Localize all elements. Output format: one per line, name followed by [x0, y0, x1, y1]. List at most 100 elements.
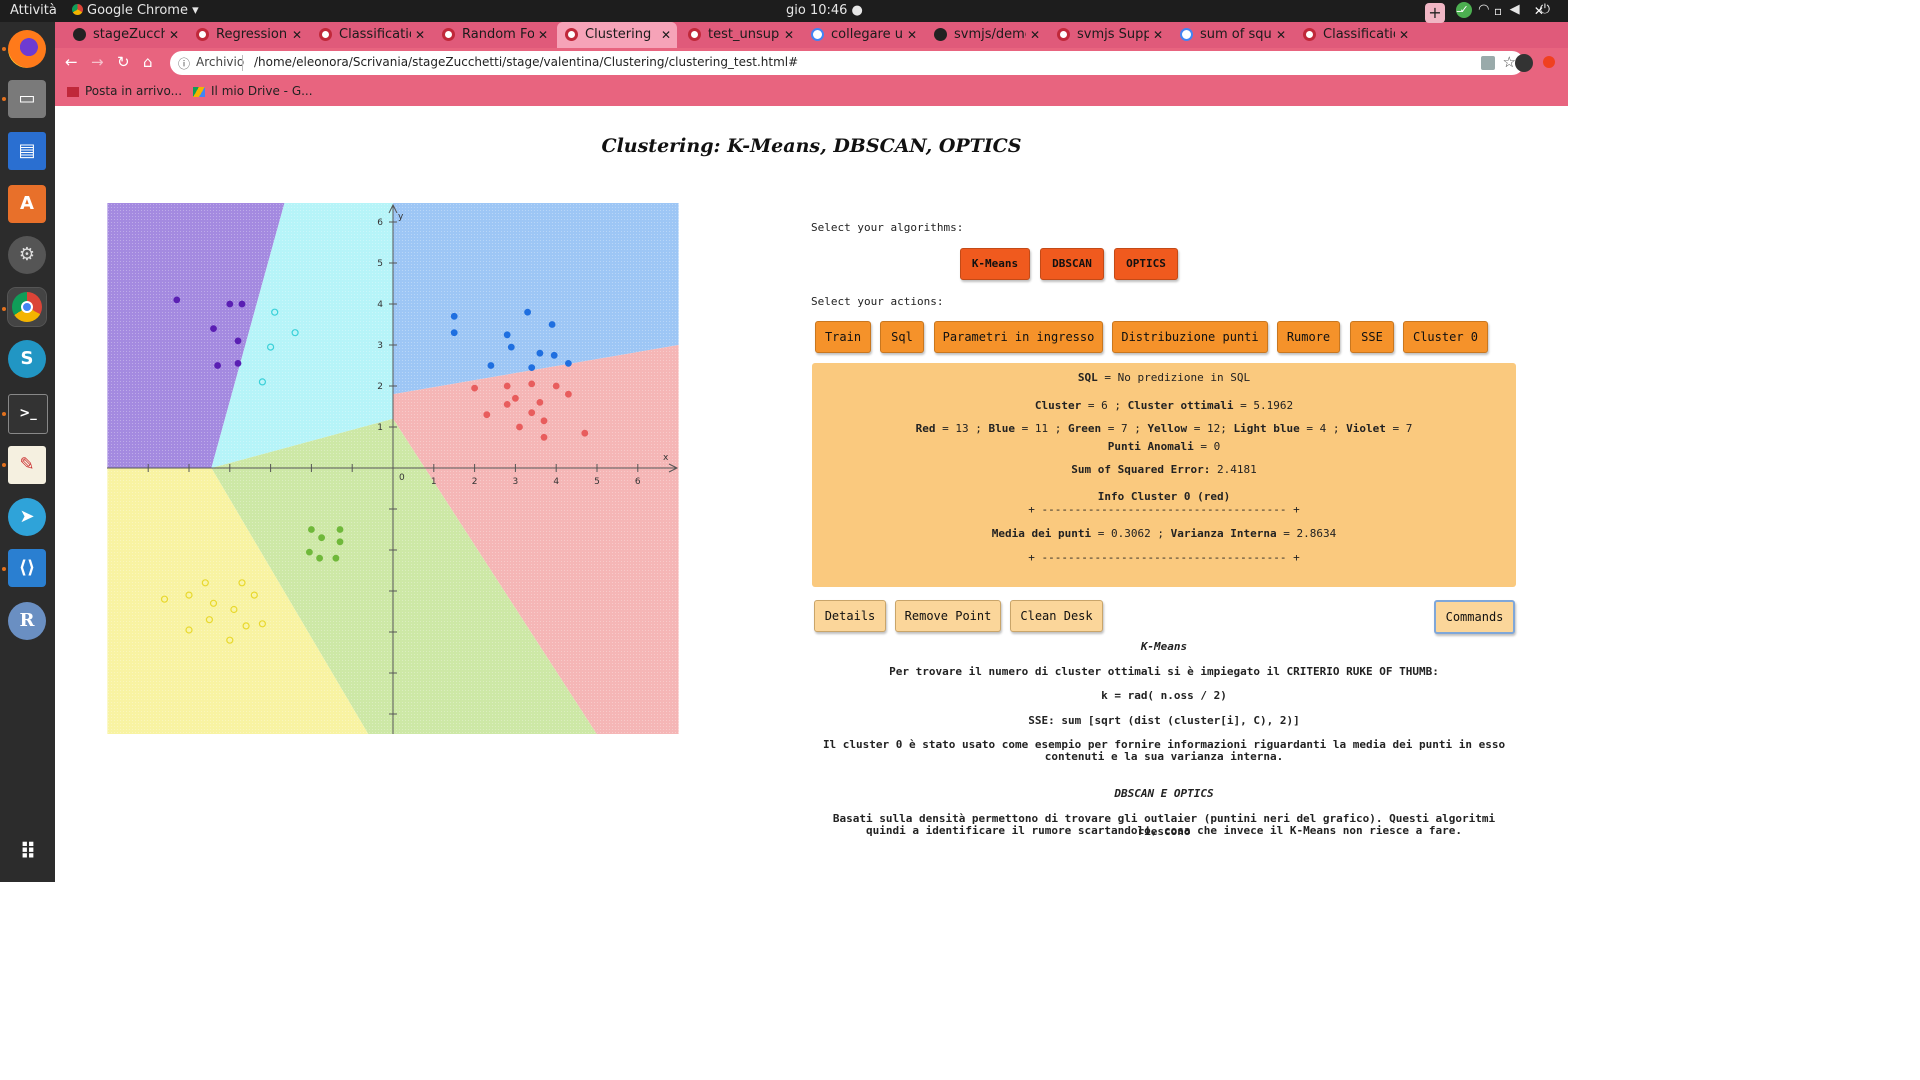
point-yellow[interactable]	[226, 636, 234, 644]
tab-close-icon[interactable]: ✕	[1152, 28, 1163, 42]
point-yellow[interactable]	[201, 579, 209, 587]
point-violet[interactable]	[173, 296, 181, 304]
tab-close-icon[interactable]: ✕	[414, 28, 425, 42]
forward-icon[interactable]: →	[91, 53, 104, 71]
point-blue[interactable]	[487, 362, 495, 369]
point-yellow[interactable]	[250, 591, 258, 599]
info-icon[interactable]: ⓘ	[178, 57, 191, 71]
point-yellow[interactable]	[185, 626, 193, 634]
writer-icon[interactable]: ▤	[8, 132, 46, 170]
reload-icon[interactable]: ↻	[117, 53, 130, 71]
clean-desk-button[interactable]: Clean Desk	[1010, 600, 1103, 632]
remove-point-button[interactable]: Remove Point	[895, 600, 1001, 632]
point-violet[interactable]	[214, 362, 221, 369]
software-icon[interactable]: A	[8, 185, 46, 223]
apps-grid-icon[interactable]: ⠿	[19, 840, 36, 865]
point-red[interactable]	[540, 417, 548, 425]
point-yellow[interactable]	[209, 599, 218, 607]
tab-collegare-un[interactable]: collegare un✕	[803, 22, 923, 48]
point-yellow[interactable]	[160, 595, 169, 603]
r-icon[interactable]: R	[8, 602, 46, 640]
tab-close-icon[interactable]: ✕	[660, 28, 671, 42]
point-green[interactable]	[332, 554, 340, 562]
menu-icon[interactable]	[1543, 56, 1555, 68]
point-blue[interactable]	[548, 321, 556, 328]
point-red[interactable]	[528, 409, 536, 417]
tab-close-icon[interactable]: ✕	[537, 28, 548, 42]
vscode-icon[interactable]: ⟨⟩	[8, 549, 46, 587]
point-red[interactable]	[528, 380, 536, 388]
address-bar[interactable]: ⓘ Archivio /home/eleonora/Scrivania/stag…	[170, 51, 1524, 75]
settings-icon[interactable]: ⚙	[8, 236, 46, 274]
point-blue[interactable]	[507, 343, 515, 351]
point-yellow[interactable]	[185, 591, 193, 599]
terminal-icon[interactable]: >_	[8, 394, 48, 434]
system-tray[interactable]: ✓ ◠ ◀ ⏻	[1456, 2, 1558, 18]
tab-close-icon[interactable]: ✕	[1398, 28, 1409, 42]
point-yellow[interactable]	[230, 605, 238, 614]
point-light-blue[interactable]	[258, 378, 266, 386]
tab-classificatio[interactable]: Classificatio ✕	[311, 22, 431, 48]
point-blue[interactable]	[450, 312, 458, 320]
point-red[interactable]	[552, 382, 560, 390]
point-red[interactable]	[581, 429, 589, 437]
tab-clustering[interactable]: Clustering ✕	[557, 22, 677, 48]
point-yellow[interactable]	[242, 622, 250, 630]
point-red[interactable]	[536, 398, 544, 406]
point-green[interactable]	[307, 526, 315, 533]
tab-stagezucche[interactable]: stageZucche✕	[65, 22, 185, 48]
files-icon[interactable]: ▭	[8, 80, 46, 118]
tab-random-for[interactable]: Random For ✕	[434, 22, 554, 48]
bookmark-mail[interactable]: Posta in arrivo...	[67, 84, 182, 98]
text-editor-icon[interactable]: ✎	[8, 446, 46, 484]
details-button[interactable]: Details	[814, 600, 886, 632]
tab-close-icon[interactable]: ✕	[906, 28, 917, 42]
tab-svmjs-demo[interactable]: svmjs/demo ✕	[926, 22, 1046, 48]
point-light-blue[interactable]	[267, 343, 275, 351]
point-red[interactable]	[503, 382, 511, 390]
tab-svmjs-suppo[interactable]: svmjs Suppo✕	[1049, 22, 1169, 48]
point-red[interactable]	[471, 384, 479, 392]
activities-button[interactable]: Attività	[10, 3, 57, 18]
point-green[interactable]	[305, 548, 313, 556]
chrome-icon[interactable]	[7, 287, 47, 327]
point-red[interactable]	[540, 433, 548, 441]
tab-test-unsupe[interactable]: test_unsupe ✕	[680, 22, 800, 48]
bookmark-drive[interactable]: Il mio Drive - G...	[193, 84, 313, 98]
point-blue[interactable]	[528, 364, 536, 372]
point-yellow[interactable]	[258, 620, 266, 628]
commands-button[interactable]: Commands	[1434, 600, 1515, 634]
telegram-icon[interactable]: ➤	[8, 498, 46, 536]
tab-classificatio[interactable]: Classificatio ✕	[1295, 22, 1415, 48]
optics-button[interactable]: OPTICS	[1114, 248, 1178, 280]
point-blue[interactable]	[536, 349, 544, 357]
point-green[interactable]	[336, 526, 344, 533]
url-text[interactable]: /home/eleonora/Scrivania/stageZucchetti/…	[254, 55, 799, 69]
point-yellow[interactable]	[205, 616, 214, 624]
slack-icon[interactable]: S	[8, 340, 46, 378]
point-red[interactable]	[564, 390, 572, 398]
point-blue[interactable]	[550, 351, 558, 359]
app-menu[interactable]: Google Chrome ▾	[72, 3, 199, 18]
point-blue[interactable]	[524, 308, 532, 316]
tab-sum-of-squa[interactable]: sum of squa ✕	[1172, 22, 1292, 48]
cluster-plot[interactable]: 1 2 3 4 5 6 1 2 3 4 5 6 0 x y	[107, 203, 679, 734]
home-icon[interactable]: ⌂	[143, 53, 153, 71]
cluster0-button[interactable]: Cluster 0	[1403, 321, 1488, 353]
sql-button[interactable]: Sql	[880, 321, 924, 353]
point-red[interactable]	[516, 423, 523, 431]
dbscan-button[interactable]: DBSCAN	[1040, 248, 1104, 280]
profile-avatar[interactable]	[1515, 54, 1533, 72]
point-violet[interactable]	[234, 337, 242, 345]
bookmark-star-icon[interactable]: ☆	[1502, 53, 1516, 71]
point-yellow[interactable]	[238, 579, 246, 587]
point-violet[interactable]	[234, 359, 242, 367]
back-icon[interactable]: ←	[65, 53, 78, 71]
rumore-button[interactable]: Rumore	[1277, 321, 1340, 353]
point-green[interactable]	[318, 534, 326, 542]
sse-button[interactable]: SSE	[1350, 321, 1394, 353]
tab-regression[interactable]: Regression ✕	[188, 22, 308, 48]
point-blue[interactable]	[450, 329, 458, 337]
point-light-blue[interactable]	[271, 308, 279, 316]
distribuzione-button[interactable]: Distribuzione punti	[1112, 321, 1268, 353]
